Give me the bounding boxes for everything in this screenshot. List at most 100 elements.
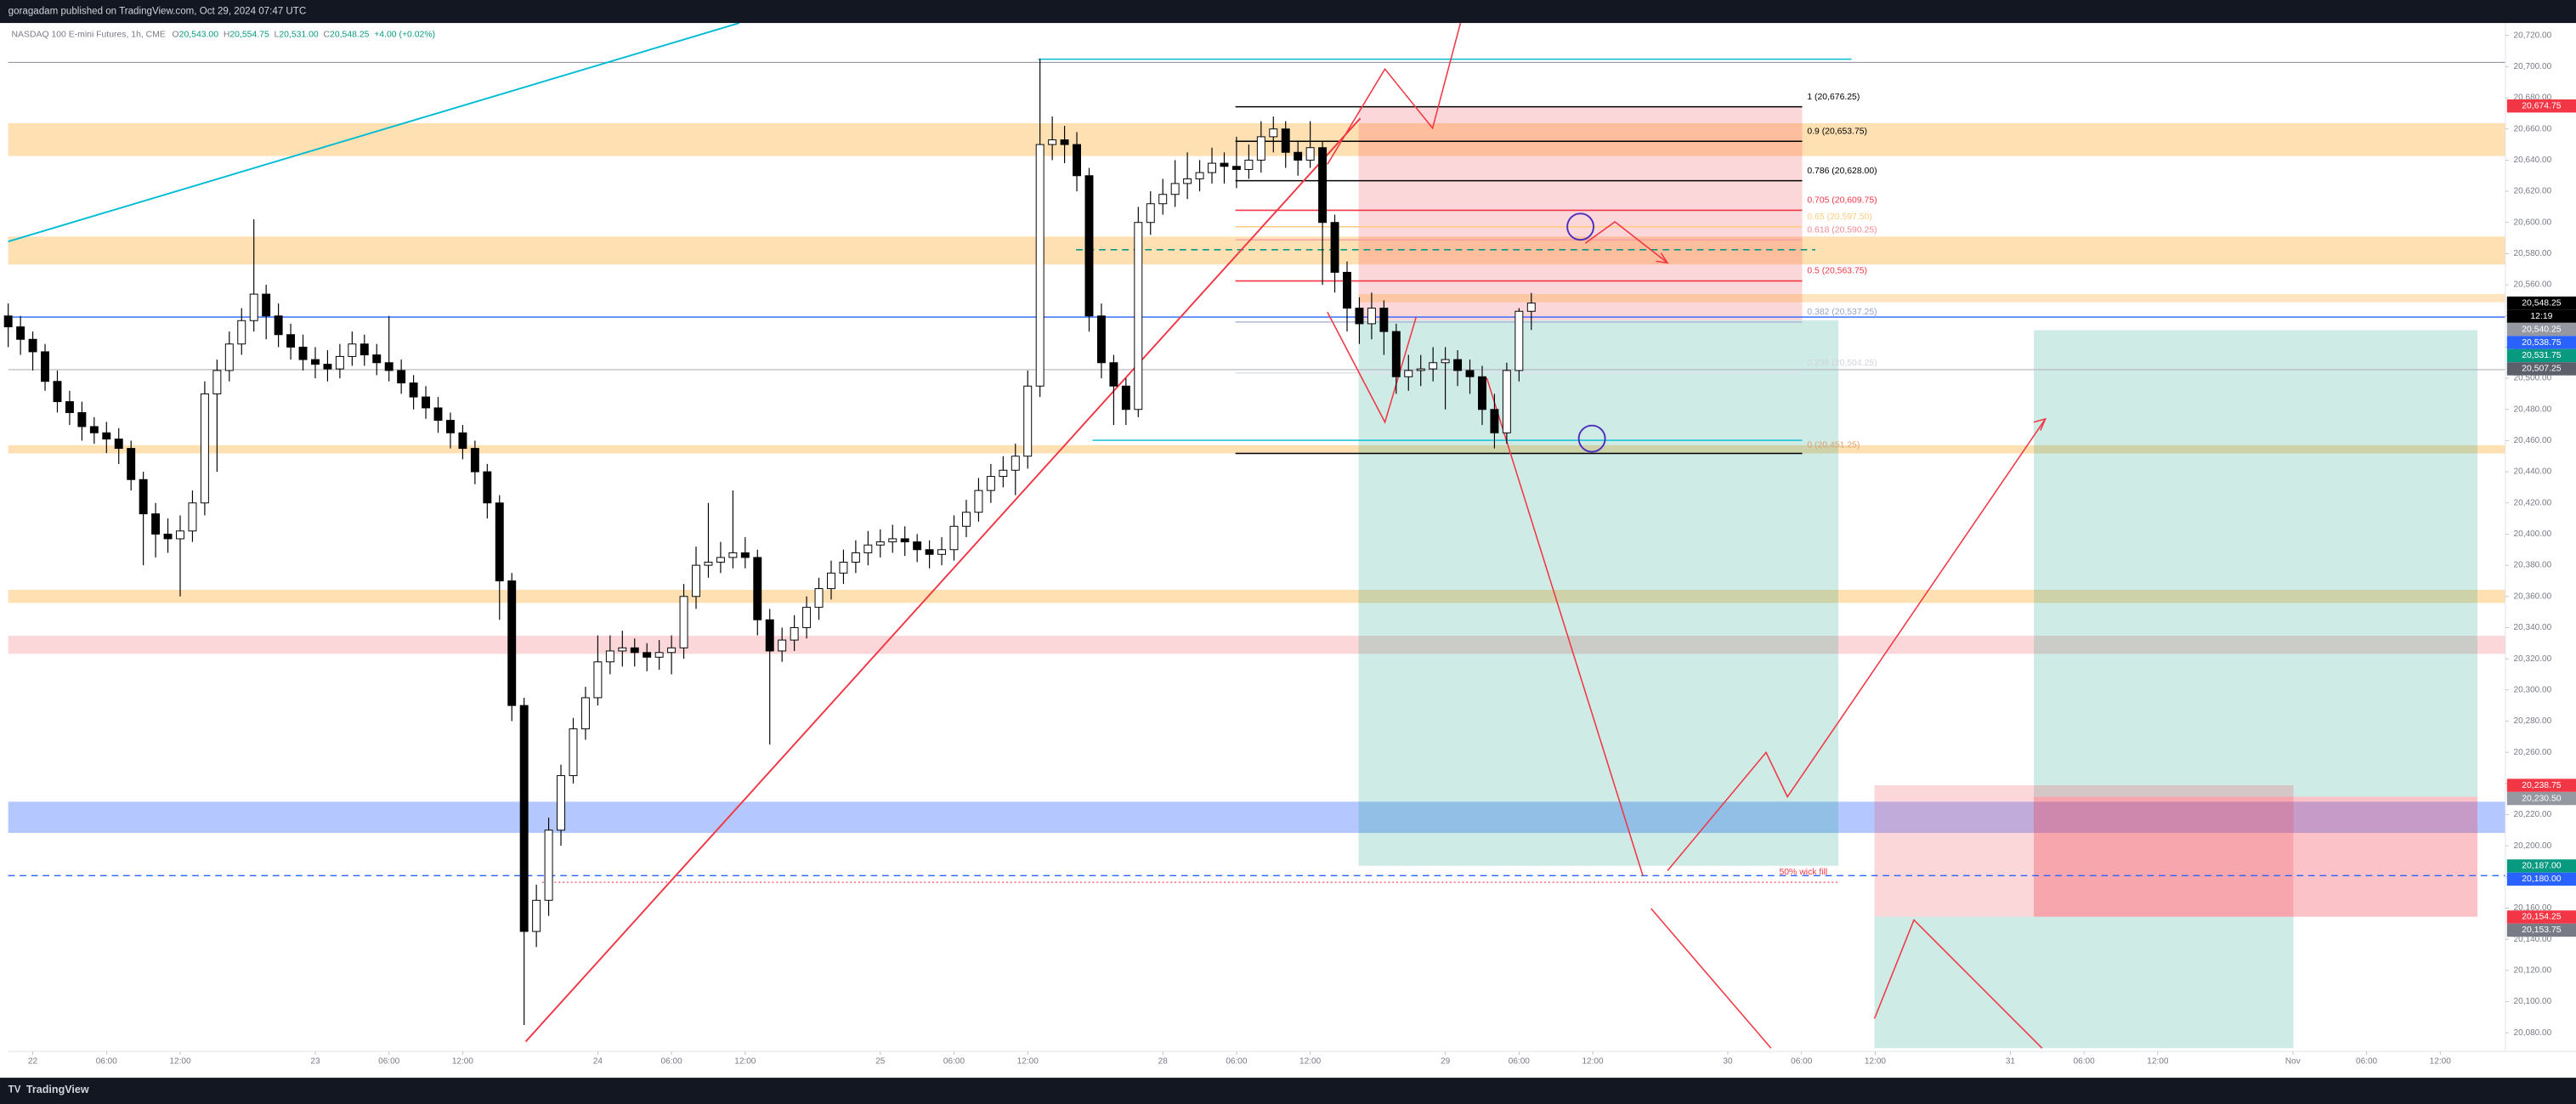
candle-body bbox=[1035, 144, 1045, 387]
price-label-box bbox=[2506, 99, 2576, 113]
zone bbox=[8, 444, 2505, 454]
candle-body bbox=[1330, 222, 1339, 273]
price-label-text: 20,230.50 bbox=[2522, 794, 2562, 803]
candle-body bbox=[1146, 203, 1155, 224]
candle-body bbox=[151, 513, 161, 535]
y-tick-label: 20,200.00 bbox=[2514, 841, 2552, 851]
candle-body bbox=[311, 359, 320, 365]
candle-body bbox=[41, 351, 49, 382]
legend: NASDAQ 100 E-mini Futures, 1h, CME O20,54… bbox=[12, 30, 436, 39]
candle-body bbox=[139, 478, 148, 515]
x-tick-label: 12:00 bbox=[1299, 1056, 1322, 1066]
candle-body bbox=[262, 293, 271, 317]
y-tick-label: 20,140.00 bbox=[2514, 935, 2552, 944]
zone bbox=[8, 236, 2505, 265]
candle-body bbox=[102, 432, 111, 440]
price-label: 20,154.25 bbox=[2506, 910, 2576, 924]
price-label-box bbox=[2506, 923, 2576, 937]
candle-body bbox=[827, 572, 835, 590]
candle-body bbox=[53, 381, 62, 403]
candle-body bbox=[212, 370, 222, 394]
fib-label: 0.65 (20,597.50) bbox=[1807, 212, 1872, 222]
candle-body bbox=[89, 426, 99, 433]
circle-marker bbox=[1566, 212, 1595, 241]
ohlc-value: 20,548.25 bbox=[330, 30, 370, 39]
candle-body bbox=[790, 626, 799, 641]
candle-body bbox=[1343, 271, 1351, 309]
candle-body bbox=[802, 607, 812, 628]
ohlc-key: H bbox=[224, 30, 230, 39]
candle-body bbox=[114, 439, 123, 450]
countdown-text: 12:19 bbox=[2530, 312, 2552, 321]
y-tick-label: 20,120.00 bbox=[2514, 965, 2552, 975]
candle-body bbox=[1269, 128, 1278, 138]
candle-body bbox=[1231, 166, 1241, 170]
y-tick-label: 20,620.00 bbox=[2514, 187, 2552, 196]
x-tick-label: 06:00 bbox=[943, 1056, 965, 1066]
candle-body bbox=[1355, 308, 1364, 325]
x-tick-label: 12:00 bbox=[1017, 1056, 1039, 1066]
candle-body bbox=[507, 580, 517, 706]
y-tick-label: 20,680.00 bbox=[2514, 93, 2552, 103]
drawings bbox=[8, 22, 2505, 1049]
price-label-text: 20,187.00 bbox=[2522, 862, 2562, 871]
fib-lines bbox=[1235, 105, 1803, 455]
price-label-box bbox=[2506, 872, 2576, 886]
candle-body bbox=[16, 326, 25, 340]
fib-label: 1 (20,676.25) bbox=[1807, 93, 1860, 102]
candle-body bbox=[532, 899, 541, 932]
y-tick-label: 20,360.00 bbox=[2514, 592, 2552, 601]
ohlc-value: 20,554.75 bbox=[229, 30, 269, 39]
price-label: 20,238.75 bbox=[2506, 778, 2576, 792]
candles bbox=[3, 59, 1536, 1025]
price-label: 20,230.50 bbox=[2506, 791, 2576, 806]
arrow-head bbox=[2033, 417, 2047, 431]
candle-body bbox=[1490, 409, 1499, 433]
candle-body bbox=[483, 471, 492, 504]
candle-body bbox=[1256, 136, 1265, 161]
candle-body bbox=[1073, 144, 1082, 177]
logo-icon: TV bbox=[8, 1085, 21, 1096]
y-tick-label: 20,160.00 bbox=[2514, 903, 2552, 913]
candle-body bbox=[643, 652, 652, 658]
price-label: 20,548.25 12:19 bbox=[2506, 296, 2576, 323]
candle-body bbox=[1465, 370, 1475, 377]
x-tick-label: 22 bbox=[28, 1056, 38, 1066]
candle-body bbox=[986, 476, 995, 491]
price-label-text: 20,153.75 bbox=[2522, 926, 2562, 935]
circle-marker bbox=[1577, 424, 1606, 453]
candle-body bbox=[445, 420, 455, 433]
fib-label: 0.5 (20,563.75) bbox=[1807, 267, 1867, 276]
candle-body bbox=[999, 469, 1008, 478]
fib-label: 0 (20,451.25) bbox=[1807, 441, 1860, 450]
x-tick-label: 12:00 bbox=[169, 1056, 191, 1066]
x-tick-label: 12:00 bbox=[1582, 1056, 1604, 1066]
arrow-head bbox=[1656, 252, 1669, 264]
ohlc-key: C bbox=[324, 30, 331, 39]
price-label: 20,507.25 bbox=[2506, 362, 2576, 376]
fib-label: 0.9 (20,653.75) bbox=[1807, 127, 1867, 136]
candle-body bbox=[422, 396, 431, 409]
candle-body bbox=[544, 829, 553, 901]
candle-body bbox=[740, 552, 750, 558]
candle-body bbox=[224, 343, 234, 371]
candle-body bbox=[1011, 456, 1020, 471]
zone bbox=[8, 801, 2505, 834]
candle-body bbox=[1183, 178, 1192, 184]
candle-body bbox=[127, 448, 136, 480]
candle-body bbox=[704, 561, 713, 566]
x-tick-label: 30 bbox=[1723, 1056, 1733, 1066]
candle-body bbox=[77, 411, 87, 427]
candle-body bbox=[237, 320, 246, 345]
candle-body bbox=[580, 697, 590, 730]
candle-body bbox=[900, 538, 909, 543]
price-label: 20,187.00 bbox=[2506, 859, 2576, 873]
candle-body bbox=[28, 338, 37, 353]
candle-body bbox=[654, 652, 664, 658]
price-label: 20,538.75 bbox=[2506, 336, 2576, 349]
price-label-box bbox=[2506, 791, 2576, 806]
path-drawing bbox=[1650, 908, 1772, 1049]
candle-body bbox=[962, 512, 971, 527]
x-tick-label: 29 bbox=[1441, 1056, 1451, 1066]
candle-body bbox=[360, 343, 369, 356]
